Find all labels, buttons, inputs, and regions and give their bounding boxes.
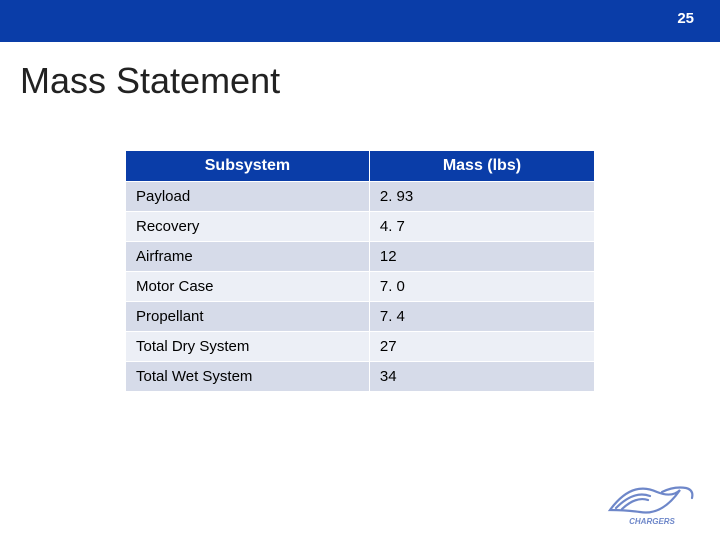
cell-subsystem: Total Wet System [126, 362, 370, 392]
cell-subsystem: Motor Case [126, 272, 370, 302]
cell-subsystem: Payload [126, 182, 370, 212]
col-header-mass: Mass (lbs) [369, 151, 594, 182]
table-row: Total Wet System34 [126, 362, 595, 392]
cell-mass: 4. 7 [369, 212, 594, 242]
page-number: 25 [677, 10, 694, 27]
table-row: Payload2. 93 [126, 182, 595, 212]
col-header-subsystem: Subsystem [126, 151, 370, 182]
cell-subsystem: Total Dry System [126, 332, 370, 362]
table-row: Airframe12 [126, 242, 595, 272]
cell-subsystem: Airframe [126, 242, 370, 272]
mass-table: Subsystem Mass (lbs) Payload2. 93Recover… [125, 150, 595, 392]
table-row: Motor Case7. 0 [126, 272, 595, 302]
cell-subsystem: Propellant [126, 302, 370, 332]
cell-subsystem: Recovery [126, 212, 370, 242]
top-bar: 25 [0, 0, 720, 42]
table-row: Total Dry System27 [126, 332, 595, 362]
cell-mass: 34 [369, 362, 594, 392]
slide-title: Mass Statement [20, 60, 280, 102]
cell-mass: 7. 0 [369, 272, 594, 302]
table-row: Propellant7. 4 [126, 302, 595, 332]
table-header-row: Subsystem Mass (lbs) [126, 151, 595, 182]
cell-mass: 12 [369, 242, 594, 272]
table-row: Recovery4. 7 [126, 212, 595, 242]
logo-text: CHARGERS [629, 517, 675, 526]
cell-mass: 2. 93 [369, 182, 594, 212]
cell-mass: 7. 4 [369, 302, 594, 332]
mass-table-container: Subsystem Mass (lbs) Payload2. 93Recover… [125, 150, 595, 392]
cell-mass: 27 [369, 332, 594, 362]
chargers-logo: CHARGERS [602, 472, 702, 528]
